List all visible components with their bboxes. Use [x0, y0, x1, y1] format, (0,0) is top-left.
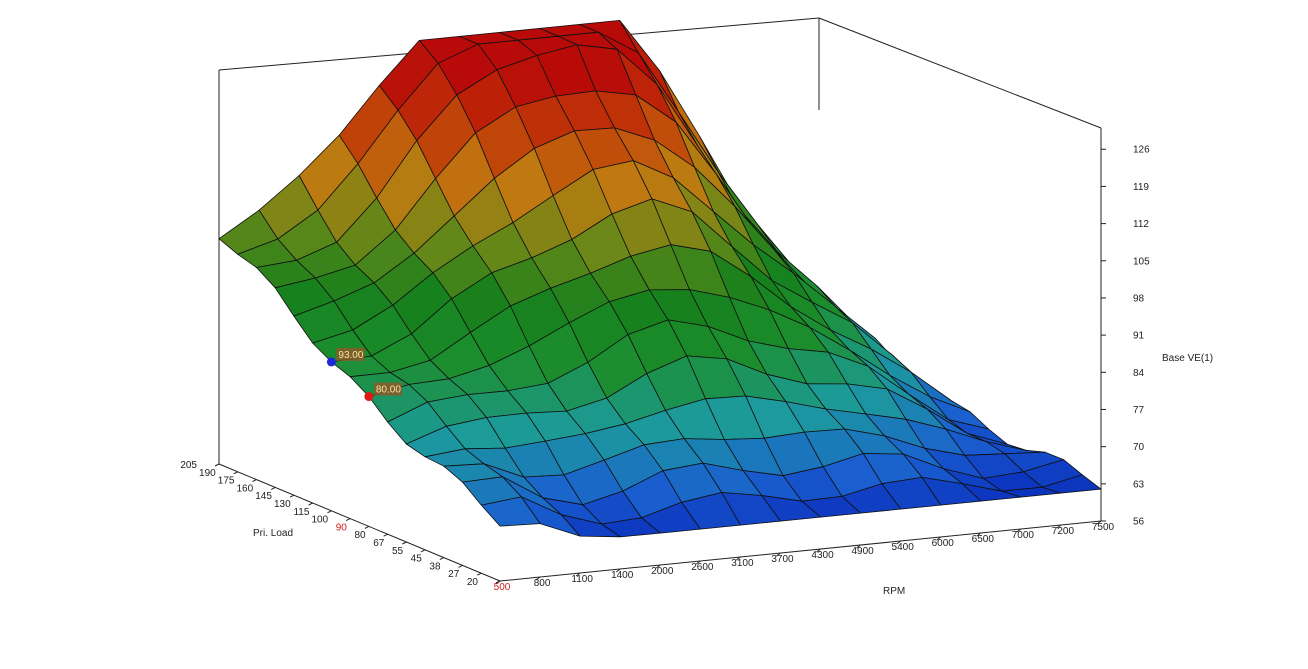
axis-tick [535, 576, 541, 581]
axis-tick [420, 549, 426, 553]
axis-tick [439, 557, 445, 561]
x-tick-label: 500 [494, 582, 511, 593]
z-tick-label: 98 [1133, 293, 1145, 304]
axis-tick [575, 572, 581, 577]
z-tick-label: 77 [1133, 405, 1145, 416]
axis-tick [816, 548, 821, 553]
axis-tick [402, 541, 407, 545]
z-tick-label: 56 [1133, 517, 1145, 528]
axis-tick [736, 556, 741, 561]
value-marker[interactable]: 80.00 [364, 382, 402, 402]
x-tick-label: 1400 [611, 570, 634, 581]
z-tick-label: 105 [1133, 256, 1150, 267]
surface-mesh [218, 19, 1102, 538]
x-tick-label: 4300 [811, 550, 834, 561]
x-tick-label: 800 [534, 578, 551, 589]
axis-ticks: 500 800 1100 1400 2000 2600 3100 3700 4300 4900 54… [180, 145, 1150, 593]
y-tick-label: 55 [392, 546, 404, 557]
y-tick-label: 175 [218, 476, 235, 487]
y-tick-label: 145 [255, 491, 272, 502]
x-tick-label: 3700 [771, 554, 794, 565]
axis-tick [936, 536, 942, 541]
marker-label-bg [336, 347, 365, 361]
axis-tick [1096, 520, 1102, 525]
y-tick-label: 20 [467, 577, 479, 588]
axis-tick [776, 552, 781, 557]
y-axis-title: Pri. Load [253, 528, 293, 539]
axis-tick [458, 564, 463, 568]
axis-tick [477, 572, 482, 576]
axis-tick [364, 525, 370, 529]
x-tick-label: 7000 [1012, 530, 1035, 541]
z-tick-label: 119 [1133, 182, 1149, 193]
z-tick-label: 70 [1133, 442, 1145, 453]
x-tick-label: 5400 [892, 542, 915, 553]
y-tick-label: 160 [237, 483, 254, 494]
axis-tick [1016, 528, 1022, 533]
x-tick-label: 6000 [932, 538, 955, 549]
axis-tick [696, 560, 701, 565]
y-tick-label: 115 [293, 507, 309, 518]
axis-tick [856, 544, 861, 549]
x-tick-label: 4900 [851, 546, 874, 557]
y-tick-label: 130 [274, 499, 291, 510]
axis-tick [252, 479, 257, 483]
y-tick-label: 80 [354, 530, 366, 541]
axis-titles: RPM Pri. Load Base VE(1) [253, 353, 1213, 597]
marker-dot[interactable] [364, 392, 374, 402]
x-tick-label: 2000 [651, 566, 674, 577]
y-tick-label: 90 [336, 522, 348, 533]
axis-tick [655, 564, 661, 569]
z-axis-title: Base VE(1) [1162, 353, 1213, 364]
x-tick-label: 2600 [691, 562, 714, 573]
y-tick-label: 190 [199, 468, 216, 479]
axis-tick [345, 518, 351, 522]
x-tick-label: 7200 [1052, 526, 1075, 537]
marker-dot[interactable] [326, 357, 336, 367]
surface-cell [480, 496, 541, 527]
axis-tick [495, 580, 501, 584]
value-marker[interactable]: 93.00 [326, 347, 365, 367]
marker-label-bg [373, 382, 402, 396]
marker-value-label: 93.00 [338, 350, 363, 361]
axis-tick [896, 540, 901, 545]
marker-value-label: 80.00 [376, 385, 401, 396]
y-tick-label: 205 [180, 460, 197, 471]
point-markers[interactable]: 93.00 80.00 [326, 347, 402, 402]
x-tick-label: 3100 [731, 558, 754, 569]
axis-tick [270, 486, 276, 490]
z-tick-label: 63 [1133, 479, 1145, 490]
y-tick-label: 38 [429, 561, 441, 572]
x-tick-label: 7500 [1092, 522, 1115, 533]
y-tick-label: 45 [411, 554, 423, 565]
axis-tick [976, 532, 982, 537]
axis-tick [1056, 524, 1062, 529]
y-tick-label: 67 [373, 538, 385, 549]
axis-tick [233, 471, 238, 475]
x-axis-title: RPM [883, 586, 905, 597]
z-tick-label: 126 [1133, 145, 1150, 156]
x-tick-label: 6500 [972, 534, 995, 545]
z-tick-label: 84 [1133, 368, 1145, 379]
z-tick-label: 112 [1133, 219, 1149, 230]
axis-tick [308, 502, 313, 506]
back-frame [218, 17, 1102, 582]
x-tick-label: 1100 [571, 574, 593, 585]
axis-tick [383, 533, 388, 537]
y-tick-label: 27 [448, 569, 460, 580]
axis-tick [615, 568, 621, 573]
y-tick-label: 100 [311, 515, 328, 526]
axis-tick [289, 494, 295, 498]
axis-tick [214, 463, 220, 467]
axis-tick [327, 510, 332, 514]
z-tick-label: 91 [1133, 331, 1145, 342]
